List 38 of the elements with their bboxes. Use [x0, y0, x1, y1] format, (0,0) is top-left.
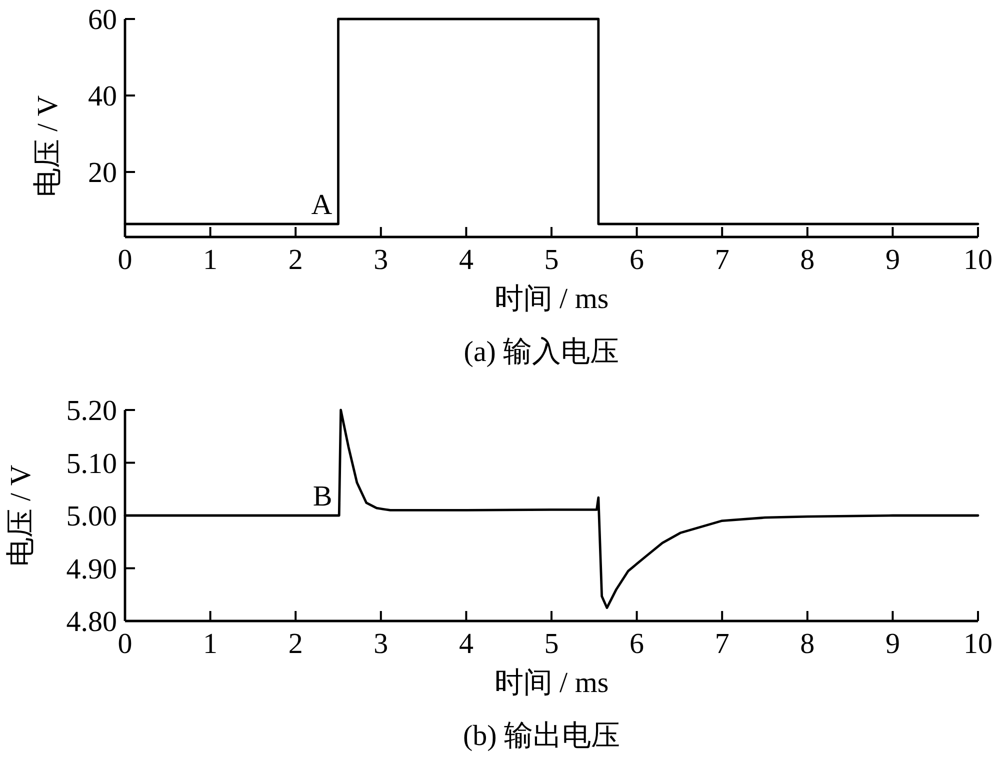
x-tick-label: 7 [714, 628, 730, 660]
x-tick-label: 0 [118, 244, 132, 276]
x-axis-title: 时间 / ms [494, 283, 609, 315]
x-tick-label: 3 [374, 628, 388, 660]
x-tick-label: 7 [714, 244, 730, 276]
y-tick-label: 40 [88, 80, 117, 112]
x-tick-label: 2 [288, 628, 303, 660]
x-axis-title: 时间 / ms [494, 667, 609, 699]
x-tick-label: 6 [630, 244, 644, 276]
x-tick-label: 2 [288, 244, 303, 276]
annotation: A [311, 188, 332, 221]
y-tick-label: 5.20 [66, 395, 117, 427]
x-tick-label: 4 [458, 244, 474, 276]
y-tick-label: 5.10 [66, 448, 117, 480]
x-tick-label: 1 [203, 628, 218, 660]
y-tick-label: 4.80 [66, 606, 117, 638]
x-tick-label: 6 [630, 628, 644, 660]
x-tick-label: 8 [800, 628, 815, 660]
x-tick-label: 3 [374, 244, 388, 276]
x-tick-label: 5 [544, 244, 559, 276]
x-tick-label: 0 [118, 628, 132, 660]
y-tick-label: 5.00 [66, 500, 117, 532]
x-tick-label: 5 [544, 628, 559, 660]
x-tick-label: 10 [964, 244, 992, 276]
y-axis-title: 电压 / V [5, 464, 37, 566]
text: (b) 输出电压 [462, 720, 620, 752]
x-tick-label: 4 [458, 628, 474, 660]
annotation: B [312, 480, 332, 512]
x-tick-label: 9 [885, 628, 900, 660]
y-axis-title: 电压 / V [32, 95, 64, 197]
y-tick-label: 60 [88, 4, 117, 36]
x-tick-label: 8 [800, 244, 815, 276]
x-tick-label: 10 [964, 628, 992, 660]
text: (a) 输入电压 [464, 336, 620, 368]
x-tick-label: 1 [203, 244, 218, 276]
x-tick-label: 9 [885, 244, 900, 276]
y-tick-label: 20 [88, 156, 117, 189]
y-tick-label: 4.90 [66, 553, 117, 586]
